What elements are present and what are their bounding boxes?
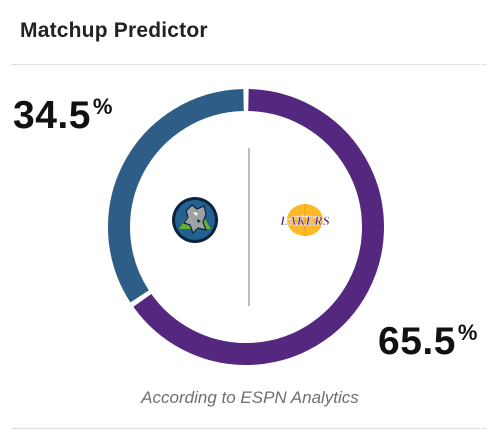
lakers-logo-text: LAKERS bbox=[280, 213, 330, 228]
timberwolves-logo-icon bbox=[172, 197, 218, 243]
card-title: Matchup Predictor bbox=[20, 19, 208, 42]
home-win-percentage: 65.5% bbox=[378, 320, 478, 363]
away-win-value: 34.5 bbox=[13, 94, 91, 137]
home-win-unit: % bbox=[457, 320, 478, 345]
footer-divider bbox=[12, 428, 486, 429]
away-win-unit: % bbox=[92, 94, 113, 119]
away-probability-arc bbox=[108, 89, 244, 303]
lakers-logo-icon: LAKERS bbox=[280, 204, 330, 236]
home-probability-arc bbox=[133, 89, 384, 365]
home-win-value: 65.5 bbox=[378, 320, 456, 363]
source-attribution: According to ESPN Analytics bbox=[141, 388, 359, 407]
header-divider bbox=[12, 64, 486, 65]
away-win-percentage: 34.5% bbox=[13, 94, 113, 137]
